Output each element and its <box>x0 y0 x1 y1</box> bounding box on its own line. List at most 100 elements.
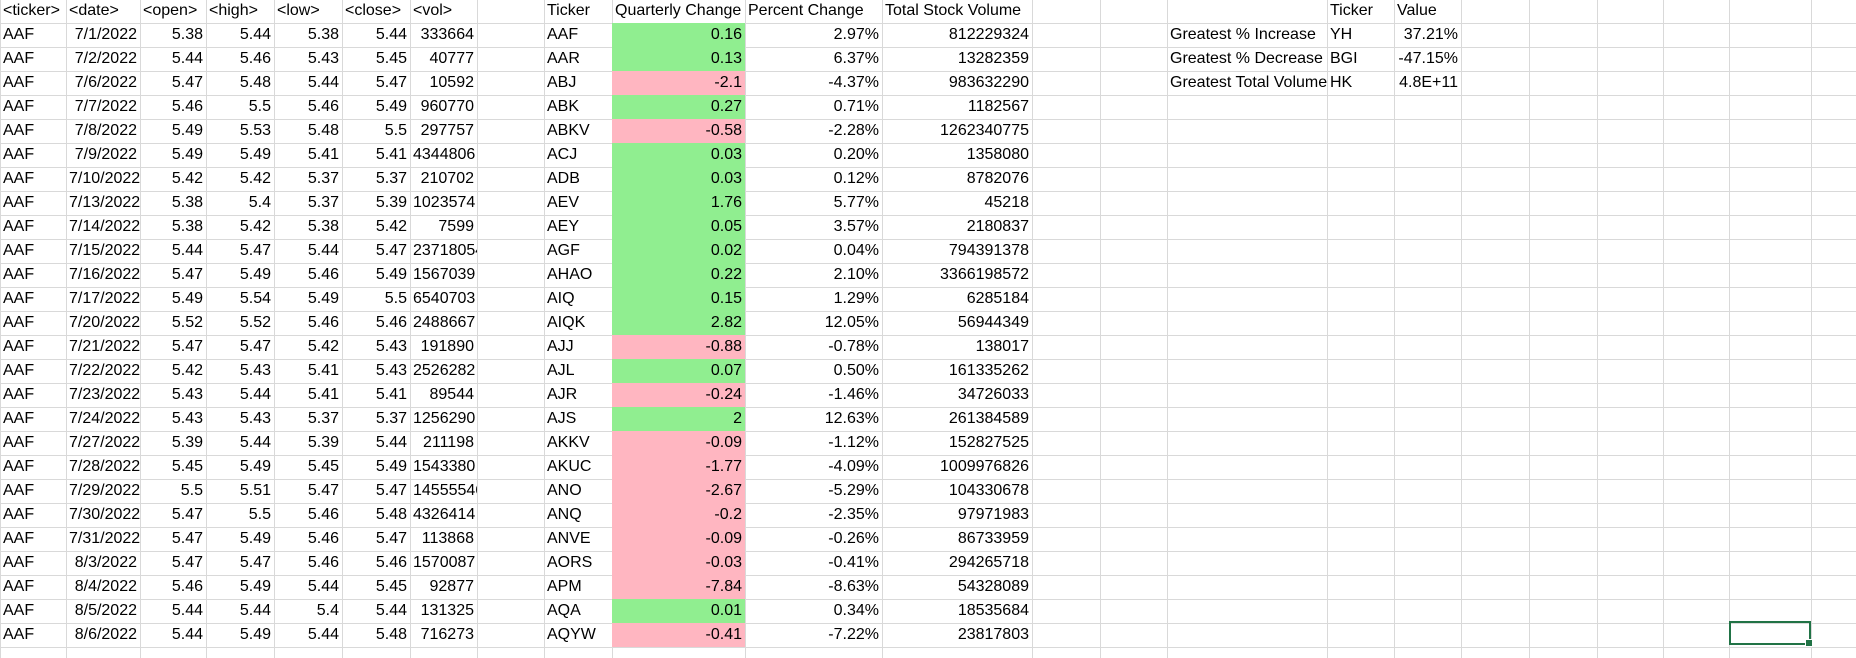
raw-cell[interactable]: 7/7/2022 <box>74 98 137 115</box>
raw-cell[interactable]: 7599 <box>438 218 474 235</box>
summary-header-cell[interactable]: Ticker <box>547 2 590 19</box>
raw-cell[interactable]: 7/22/2022 <box>69 362 140 379</box>
total-volume-cell[interactable]: 13282359 <box>957 50 1029 67</box>
percent-change-cell[interactable]: 12.05% <box>824 314 879 331</box>
raw-cell[interactable]: 5.49 <box>239 146 271 163</box>
quarterly-change-cell[interactable]: 0.01 <box>612 599 745 623</box>
summary-ticker-cell[interactable]: AGF <box>547 242 580 259</box>
summary-ticker-cell[interactable]: AORS <box>547 554 593 571</box>
quarterly-change-cell[interactable]: 0.13 <box>612 47 745 71</box>
raw-cell[interactable]: 5.44 <box>239 434 271 451</box>
raw-cell[interactable]: 8/6/2022 <box>74 626 137 643</box>
summary-ticker-cell[interactable]: ADB <box>547 170 580 187</box>
percent-change-cell[interactable]: -2.35% <box>828 506 879 523</box>
percent-change-cell[interactable]: -0.78% <box>828 338 879 355</box>
total-volume-cell[interactable]: 45218 <box>984 194 1030 211</box>
raw-cell[interactable]: 5.44 <box>375 26 407 43</box>
raw-cell[interactable]: 5.45 <box>171 458 203 475</box>
summary-ticker-cell[interactable]: AQA <box>547 602 581 619</box>
raw-cell[interactable]: 7/2/2022 <box>74 50 137 67</box>
raw-cell[interactable]: AAF <box>3 266 35 283</box>
raw-cell[interactable]: AAF <box>3 602 35 619</box>
raw-cell[interactable]: 7/23/2022 <box>69 386 140 403</box>
raw-cell[interactable]: 5.44 <box>239 26 271 43</box>
quarterly-change-cell[interactable]: -0.09 <box>612 431 745 455</box>
raw-cell[interactable]: 5.47 <box>375 242 407 259</box>
raw-cell[interactable]: 5.43 <box>307 50 339 67</box>
total-volume-cell[interactable]: 812229324 <box>948 26 1029 43</box>
raw-cell[interactable]: 7/20/2022 <box>69 314 140 331</box>
quarterly-change-cell[interactable]: -0.03 <box>612 551 745 575</box>
raw-cell[interactable]: 5.47 <box>171 266 203 283</box>
raw-cell[interactable]: 5.37 <box>307 410 339 427</box>
raw-cell[interactable]: 5.44 <box>171 50 203 67</box>
percent-change-cell[interactable]: 2.10% <box>833 266 879 283</box>
quarterly-change-cell[interactable]: -1.77 <box>612 455 745 479</box>
raw-cell[interactable]: 5.47 <box>171 530 203 547</box>
raw-cell[interactable]: 10592 <box>429 74 475 91</box>
raw-cell[interactable]: 40777 <box>429 50 475 67</box>
percent-change-cell[interactable]: -1.12% <box>828 434 879 451</box>
raw-header-cell[interactable]: <high> <box>209 2 258 19</box>
raw-header-cell[interactable]: <open> <box>143 2 198 19</box>
raw-cell[interactable]: 5.45 <box>375 50 407 67</box>
raw-cell[interactable]: 5.47 <box>375 530 407 547</box>
total-volume-cell[interactable]: 1262340775 <box>940 122 1029 139</box>
raw-cell[interactable]: 5.47 <box>375 74 407 91</box>
raw-cell[interactable]: AAF <box>3 26 35 43</box>
quarterly-change-cell[interactable]: -0.09 <box>612 527 745 551</box>
quarterly-change-cell[interactable]: 0.22 <box>612 263 745 287</box>
raw-cell[interactable]: 5.44 <box>307 242 339 259</box>
raw-cell[interactable]: 5.41 <box>307 362 339 379</box>
total-volume-cell[interactable]: 34726033 <box>957 386 1029 403</box>
raw-cell[interactable]: 5.5 <box>384 122 407 139</box>
summary-header-cell[interactable]: Percent Change <box>748 2 864 19</box>
raw-cell[interactable]: 7/27/2022 <box>69 434 140 451</box>
raw-cell[interactable]: 5.44 <box>171 626 203 643</box>
summary-ticker-cell[interactable]: ACJ <box>547 146 578 163</box>
quarterly-change-cell[interactable]: 0.27 <box>612 95 745 119</box>
raw-cell[interactable]: 8/5/2022 <box>74 602 137 619</box>
raw-cell[interactable]: AAF <box>3 122 35 139</box>
summary-ticker-cell[interactable]: APM <box>547 578 582 595</box>
raw-cell[interactable]: 5.46 <box>307 314 339 331</box>
total-volume-cell[interactable]: 3366198572 <box>940 266 1029 283</box>
percent-change-cell[interactable]: -4.37% <box>828 74 879 91</box>
raw-cell[interactable]: AAF <box>3 218 35 235</box>
raw-cell[interactable]: 5.46 <box>307 530 339 547</box>
percent-change-cell[interactable]: -8.63% <box>828 578 879 595</box>
raw-cell[interactable]: 211198 <box>422 434 474 451</box>
raw-cell[interactable]: 5.49 <box>239 266 271 283</box>
percent-change-cell[interactable]: 3.57% <box>833 218 879 235</box>
raw-header-cell[interactable]: <low> <box>277 2 320 19</box>
quarterly-change-cell[interactable]: 0.15 <box>612 287 745 311</box>
percent-change-cell[interactable]: 0.34% <box>833 602 879 619</box>
raw-cell[interactable]: 7/6/2022 <box>74 74 137 91</box>
raw-cell[interactable]: 5.48 <box>375 626 407 643</box>
raw-cell[interactable]: 5.42 <box>239 170 271 187</box>
percent-change-cell[interactable]: 12.63% <box>824 410 879 427</box>
total-volume-cell[interactable]: 983632290 <box>948 74 1029 91</box>
raw-cell[interactable]: 5.39 <box>307 434 339 451</box>
raw-cell[interactable]: 131325 <box>420 602 474 619</box>
raw-cell[interactable]: 5.47 <box>171 554 203 571</box>
total-volume-cell[interactable]: 56944349 <box>957 314 1029 331</box>
percent-change-cell[interactable]: 0.71% <box>833 98 879 115</box>
raw-cell[interactable]: 5.49 <box>239 626 271 643</box>
quarterly-change-cell[interactable]: 0.07 <box>612 359 745 383</box>
raw-cell[interactable]: AAF <box>3 458 35 475</box>
raw-cell[interactable]: AAF <box>3 50 35 67</box>
raw-cell[interactable]: 5.46 <box>307 554 339 571</box>
percent-change-cell[interactable]: -0.26% <box>828 530 879 547</box>
raw-cell[interactable]: 5.47 <box>375 482 407 499</box>
raw-cell[interactable]: 7/24/2022 <box>69 410 140 427</box>
greatest-ticker-cell[interactable]: HK <box>1330 74 1353 91</box>
raw-cell[interactable]: AAF <box>3 482 35 499</box>
greatest-label-cell[interactable]: Greatest Total Volume <box>1170 74 1327 91</box>
raw-cell[interactable]: 5.52 <box>171 314 203 331</box>
total-volume-cell[interactable]: 54328089 <box>957 578 1029 595</box>
raw-cell[interactable]: 5.51 <box>239 482 271 499</box>
percent-change-cell[interactable]: 0.04% <box>833 242 879 259</box>
raw-cell[interactable]: AAF <box>3 578 35 595</box>
